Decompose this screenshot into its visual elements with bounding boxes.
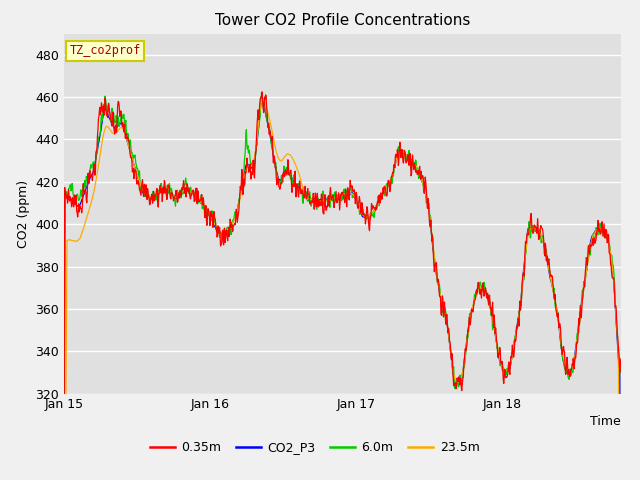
6.0m bbox=[201, 203, 209, 208]
23.5m bbox=[87, 201, 95, 206]
6.0m bbox=[291, 181, 299, 187]
0.35m bbox=[596, 226, 604, 232]
Line: 6.0m: 6.0m bbox=[64, 92, 621, 480]
0.35m bbox=[87, 173, 95, 179]
CO2_P3 bbox=[291, 181, 299, 187]
0.35m bbox=[617, 356, 625, 362]
0.35m bbox=[201, 215, 209, 220]
6.0m bbox=[489, 327, 497, 333]
Text: Time: Time bbox=[590, 415, 621, 428]
23.5m bbox=[201, 203, 209, 209]
Text: TZ_co2prof: TZ_co2prof bbox=[70, 44, 141, 58]
Line: CO2_P3: CO2_P3 bbox=[64, 100, 621, 480]
Legend: 0.35m, CO2_P3, 6.0m, 23.5m: 0.35m, CO2_P3, 6.0m, 23.5m bbox=[145, 436, 484, 459]
23.5m bbox=[259, 96, 267, 101]
0.35m bbox=[102, 112, 110, 118]
6.0m bbox=[259, 89, 266, 95]
Title: Tower CO2 Profile Concentrations: Tower CO2 Profile Concentrations bbox=[214, 13, 470, 28]
0.35m bbox=[489, 300, 497, 305]
6.0m bbox=[596, 224, 604, 230]
CO2_P3 bbox=[596, 225, 604, 230]
23.5m bbox=[291, 161, 299, 167]
Y-axis label: CO2 (ppm): CO2 (ppm) bbox=[17, 180, 29, 248]
0.35m bbox=[259, 89, 266, 95]
CO2_P3 bbox=[259, 97, 266, 103]
CO2_P3 bbox=[201, 204, 209, 210]
Line: 0.35m: 0.35m bbox=[64, 92, 621, 480]
0.35m bbox=[291, 168, 299, 174]
Line: 23.5m: 23.5m bbox=[64, 98, 621, 480]
CO2_P3 bbox=[87, 174, 95, 180]
CO2_P3 bbox=[489, 316, 497, 322]
6.0m bbox=[617, 366, 625, 372]
6.0m bbox=[87, 162, 95, 168]
23.5m bbox=[596, 226, 604, 231]
23.5m bbox=[102, 123, 110, 129]
6.0m bbox=[102, 103, 110, 109]
23.5m bbox=[489, 316, 497, 322]
CO2_P3 bbox=[102, 108, 110, 114]
